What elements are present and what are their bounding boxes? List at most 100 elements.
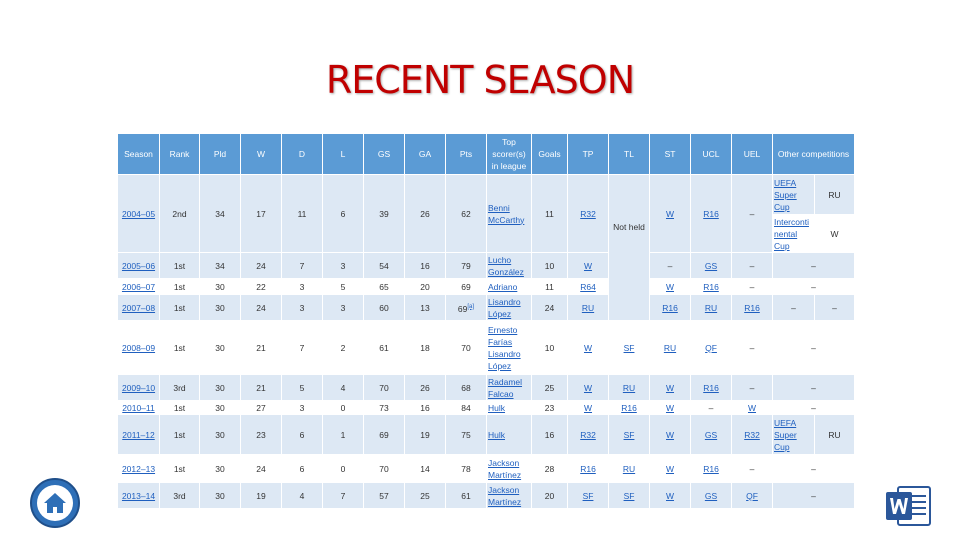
tl-link[interactable]: SF xyxy=(623,429,635,440)
tl-link[interactable]: SF xyxy=(623,490,635,501)
season-link[interactable]: 2004–05 xyxy=(121,208,156,219)
tp-link[interactable]: R32 xyxy=(580,429,596,440)
tp-link[interactable]: R64 xyxy=(580,281,596,292)
season-link[interactable]: 2005–06 xyxy=(121,260,156,271)
st-link[interactable]: W xyxy=(665,402,675,413)
season-link[interactable]: 2013–14 xyxy=(121,490,156,501)
ucl-link[interactable]: R16 xyxy=(703,463,719,474)
uel-link[interactable]: QF xyxy=(746,490,758,501)
scorer-link[interactable]: Jackson Martínez xyxy=(488,484,522,507)
st-link[interactable]: W xyxy=(665,208,675,219)
l-cell: 3 xyxy=(322,252,364,279)
ucl-link[interactable]: R16 xyxy=(703,382,719,393)
scorer-link[interactable]: Hulk xyxy=(488,429,506,440)
pts-cell: 70 xyxy=(445,320,487,375)
scorer-link[interactable]: Hulk xyxy=(488,402,506,413)
ucl-link[interactable]: R16 xyxy=(744,302,760,313)
tl-link[interactable]: SF xyxy=(623,342,635,353)
st-link[interactable]: W xyxy=(665,490,675,501)
l-cell: 5 xyxy=(322,278,364,295)
tp-link[interactable]: R16 xyxy=(580,463,596,474)
l-cell: 0 xyxy=(322,454,364,483)
tp-link[interactable]: RU xyxy=(581,302,595,313)
other-comp-link[interactable]: Interconti nental Cup xyxy=(774,216,809,251)
pts-value: 69 xyxy=(457,303,468,314)
tp-link[interactable]: SF xyxy=(582,490,594,501)
scorer-link[interactable]: Benni McCarthy xyxy=(488,202,525,225)
st-link[interactable]: RU xyxy=(704,302,718,313)
pld-cell: 30 xyxy=(199,400,241,415)
uel-cell: – xyxy=(731,174,773,253)
d-cell: 3 xyxy=(281,278,323,295)
scorer-link[interactable]: Ernesto Farías Lisandro López xyxy=(488,324,521,371)
season-link[interactable]: 2010–11 xyxy=(122,402,155,413)
ucl-link[interactable]: GS xyxy=(704,260,718,271)
season-link[interactable]: 2012–13 xyxy=(121,463,156,474)
st-link[interactable]: W xyxy=(665,281,675,292)
col-header: TP xyxy=(567,133,609,175)
season-link[interactable]: 2011–12 xyxy=(122,429,155,440)
l-cell: 2 xyxy=(322,320,364,375)
season-link[interactable]: 2007–08 xyxy=(121,302,156,313)
scorer-link[interactable]: Jackson Martínez xyxy=(488,457,522,480)
scorer-link[interactable]: Lucho González xyxy=(488,254,524,277)
st-link[interactable]: W xyxy=(665,429,675,440)
l-cell: 6 xyxy=(322,174,364,253)
goals-cell: 11 xyxy=(531,174,568,253)
w-cell: 22 xyxy=(240,278,282,295)
other-cell: – xyxy=(772,482,855,509)
col-header: Pts xyxy=(445,133,487,175)
l-cell: 7 xyxy=(322,482,364,509)
goals-cell: 11 xyxy=(531,278,568,295)
tp-link[interactable]: W xyxy=(583,342,593,353)
goals-cell: 10 xyxy=(531,252,568,279)
ga-cell: 19 xyxy=(404,414,446,455)
ucl-link[interactable]: R16 xyxy=(703,208,719,219)
tp-link[interactable]: W xyxy=(583,402,593,413)
st-link[interactable]: W xyxy=(665,463,675,474)
rank-cell: 1st xyxy=(159,320,200,375)
tl-link[interactable]: RU xyxy=(622,463,636,474)
ga-cell: 14 xyxy=(404,454,446,483)
tp-link[interactable]: W xyxy=(583,382,593,393)
other-comp-result: W xyxy=(814,214,855,253)
ga-cell: 25 xyxy=(404,482,446,509)
col-header: W xyxy=(240,133,282,175)
other-comp-link[interactable]: UEFA Super Cup xyxy=(774,177,797,212)
rank-cell: 1st xyxy=(159,400,200,415)
other-cell: – xyxy=(772,400,855,415)
tp-link[interactable]: W xyxy=(583,260,593,271)
col-header: UEL xyxy=(731,133,773,175)
scorer-link[interactable]: Lisandro López xyxy=(488,296,521,319)
scorer-link[interactable]: Adriano xyxy=(488,281,518,292)
pts-cell: 84 xyxy=(445,400,487,415)
season-link[interactable]: 2006–07 xyxy=(121,281,156,292)
not-held-label: Not held xyxy=(613,222,645,232)
season-link[interactable]: 2008–09 xyxy=(121,342,156,353)
tl-link[interactable]: R16 xyxy=(662,302,678,313)
tl-link[interactable]: R16 xyxy=(621,402,637,413)
uel-link[interactable]: R32 xyxy=(744,429,760,440)
home-button[interactable] xyxy=(30,478,80,528)
w-cell: 23 xyxy=(240,414,282,455)
rank-cell: 1st xyxy=(159,454,200,483)
tl-link[interactable]: RU xyxy=(622,382,636,393)
scorer-link[interactable]: Radamel Falcao xyxy=(488,376,523,399)
ucl-link[interactable]: QF xyxy=(705,342,717,353)
word-document-icon[interactable] xyxy=(884,484,932,528)
ucl-link[interactable]: GS xyxy=(704,490,718,501)
other-comp-link[interactable]: UEFA Super Cup xyxy=(774,417,797,452)
tp-link[interactable]: R32 xyxy=(580,208,596,219)
pld-cell: 30 xyxy=(199,278,241,295)
ucl-link[interactable]: GS xyxy=(704,429,718,440)
st-link[interactable]: W xyxy=(665,382,675,393)
ucl-link[interactable]: R16 xyxy=(703,281,719,292)
pts-cell: 75 xyxy=(445,414,487,455)
ga-cell: 16 xyxy=(404,252,446,279)
uel-link[interactable]: W xyxy=(747,402,757,413)
footnote-link[interactable]: [a] xyxy=(467,303,475,310)
st-link[interactable]: RU xyxy=(663,342,677,353)
season-link[interactable]: 2009–10 xyxy=(121,382,156,393)
w-cell: 27 xyxy=(240,400,282,415)
table-row: 2008–09 1st 30 21 7 2 61 18 70 Ernesto F… xyxy=(117,320,855,375)
